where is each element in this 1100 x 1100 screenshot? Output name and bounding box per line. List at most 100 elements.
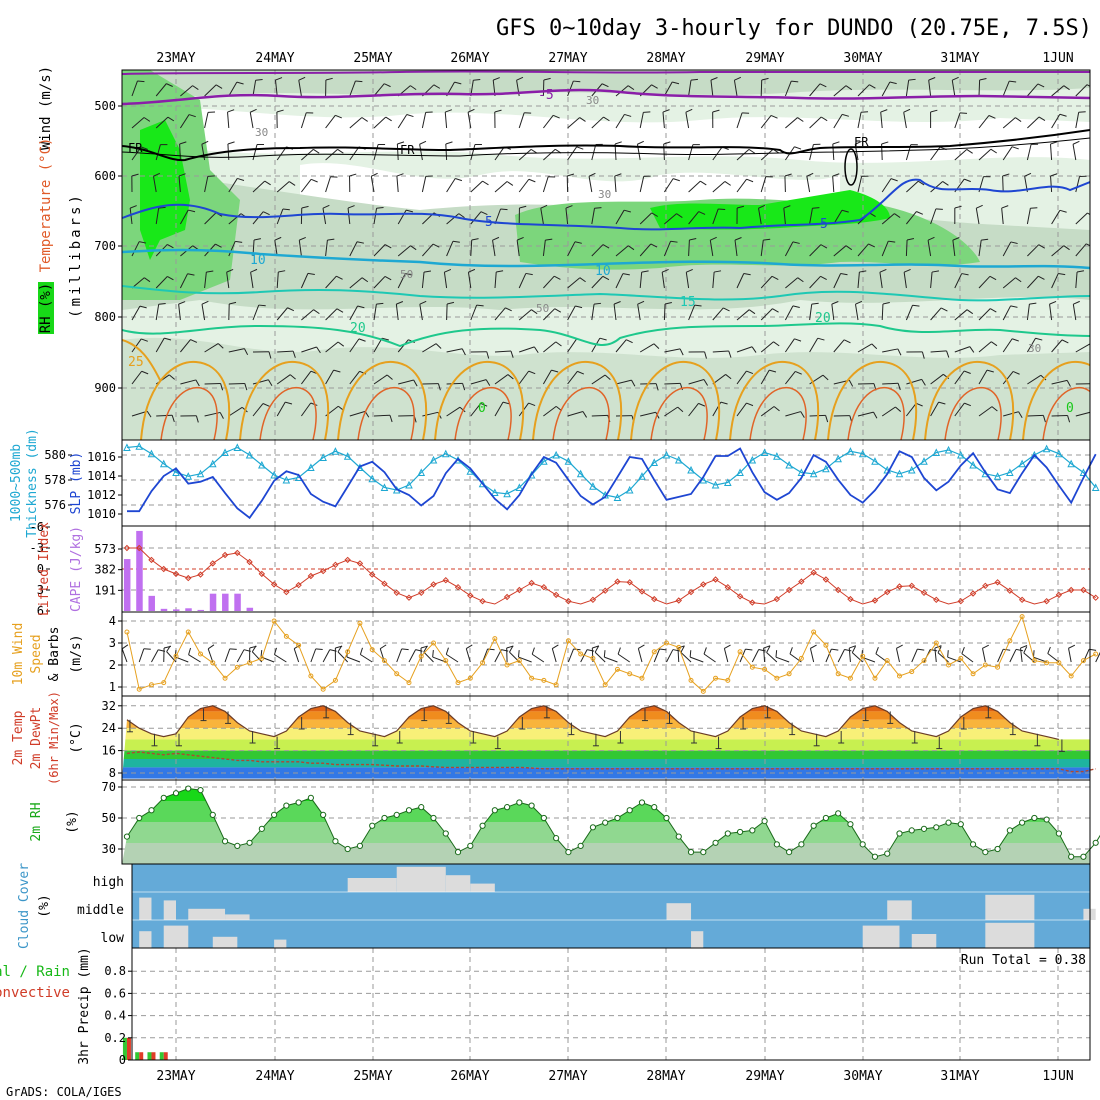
tick-label: 1014 bbox=[87, 469, 116, 483]
upper-wind-barb-flag bbox=[473, 78, 481, 81]
upper-wind-barb-flag bbox=[419, 140, 427, 145]
upper-wind-barb-flag bbox=[991, 406, 998, 412]
upper-wind-barb bbox=[831, 304, 835, 321]
li-marker bbox=[123, 544, 131, 552]
upper-wind-barb-flag bbox=[841, 209, 849, 213]
li-marker bbox=[1055, 591, 1063, 599]
cape-bar bbox=[209, 593, 217, 611]
upper-wind-barb-flag bbox=[1040, 374, 1047, 381]
li-marker bbox=[479, 597, 486, 605]
upper-wind-barb-flag bbox=[935, 208, 943, 210]
upper-wind-barb bbox=[857, 112, 862, 129]
rh2m-marker bbox=[503, 804, 511, 811]
upper-wind-barb bbox=[639, 176, 645, 193]
upper-wind-barb bbox=[567, 241, 576, 257]
upper-wind-barb bbox=[398, 379, 414, 385]
upper-wind-barb-flag bbox=[567, 173, 575, 177]
upper-wind-barb-flag bbox=[582, 411, 588, 418]
surface-wind-barb-flag bbox=[273, 647, 277, 655]
upper-wind-barb-flag bbox=[506, 181, 514, 186]
upper-wind-barb-flag bbox=[171, 415, 175, 423]
upper-wind-barb-flag bbox=[158, 206, 166, 209]
upper-wind-barb bbox=[954, 309, 968, 321]
precip-bars bbox=[122, 1037, 168, 1060]
upper-wind-barb-flag bbox=[577, 370, 585, 375]
rh2m-marker bbox=[957, 821, 964, 828]
precip-convective-bar bbox=[139, 1052, 144, 1060]
upper-wind-barb bbox=[663, 81, 673, 97]
rh2m-marker bbox=[271, 811, 278, 819]
isotherm-25-loop bbox=[827, 360, 918, 440]
rh2m-marker bbox=[896, 830, 903, 837]
tick-label: 700 bbox=[94, 239, 116, 253]
upper-wind-barb bbox=[1002, 277, 1016, 289]
upper-wind-barb-flag bbox=[728, 350, 732, 358]
surface-wind-barb-flag bbox=[917, 648, 925, 651]
upper-wind-barb-flag bbox=[376, 302, 384, 305]
upper-wind-barb bbox=[809, 304, 813, 321]
upper-wind-barb-flag bbox=[1063, 245, 1070, 251]
upper-wind-barb-flag bbox=[579, 277, 586, 283]
rh2m-marker bbox=[945, 819, 952, 826]
li-marker bbox=[589, 596, 597, 604]
upper-wind-barb bbox=[542, 176, 549, 193]
upper-wind-barb-flag bbox=[946, 350, 950, 358]
wind-speed-marker bbox=[602, 682, 608, 688]
thickness-marker bbox=[760, 448, 769, 456]
upper-wind-barb-flag bbox=[1059, 113, 1067, 117]
upper-wind-barb bbox=[760, 275, 773, 289]
upper-wind-barb bbox=[567, 146, 578, 161]
thickness-marker bbox=[159, 459, 168, 468]
surface-wind-barb bbox=[1068, 648, 1072, 663]
surface-wind-barb bbox=[689, 656, 704, 663]
li-marker bbox=[724, 583, 732, 591]
upper-wind-barb bbox=[1002, 146, 1013, 161]
upper-wind-barb-flag bbox=[627, 85, 635, 91]
upper-wind-barb-flag bbox=[921, 351, 925, 359]
ylabel-cloud-unit: (%) bbox=[37, 894, 52, 917]
upper-wind-barb bbox=[349, 146, 360, 161]
wind-speed-marker bbox=[357, 620, 363, 626]
upper-wind-barb bbox=[978, 308, 991, 321]
upper-wind-barb-flag bbox=[307, 272, 315, 275]
li-marker bbox=[136, 544, 143, 552]
rh2m-marker bbox=[1055, 830, 1063, 837]
surface-wind-barb-flag bbox=[594, 645, 599, 653]
run-total: Run Total = 0.38 bbox=[961, 953, 1086, 968]
contour-labels: -5 FR FR FR 5 5 10 10 15 20 20 25 30 30 … bbox=[128, 88, 1074, 416]
tick-label: 30 bbox=[102, 842, 116, 856]
precip-convective-bar bbox=[126, 1037, 131, 1060]
upper-wind-barb bbox=[422, 411, 439, 417]
surface-wind-barb bbox=[591, 647, 594, 663]
tick-label: 576 bbox=[44, 498, 66, 512]
isotherm-30-loop bbox=[259, 386, 317, 440]
dewpoint-line bbox=[126, 751, 1096, 773]
thickness-marker bbox=[343, 452, 352, 460]
upper-wind-barb-flag bbox=[832, 141, 840, 145]
li-marker bbox=[871, 597, 879, 604]
upper-wind-barb bbox=[954, 149, 968, 161]
wind-speed-marker bbox=[529, 675, 535, 681]
surface-wind-barb bbox=[911, 648, 918, 663]
upper-wind-barb-flag bbox=[588, 172, 596, 177]
ylabel-thickness-a: 1000~500mb bbox=[9, 444, 24, 522]
surface-wind-barb-flag bbox=[603, 650, 606, 658]
upper-wind-barb bbox=[591, 374, 606, 385]
upper-wind-barb bbox=[228, 213, 242, 225]
upper-wind-barb bbox=[952, 240, 956, 257]
upper-wind-barb-flag bbox=[1073, 300, 1080, 305]
precip-y-axis: 0.8 0.6 0.4 0.2 0 bbox=[104, 964, 132, 1067]
upper-wind-barb bbox=[470, 304, 478, 321]
upper-wind-barb bbox=[954, 346, 971, 353]
isotherm-30-loop bbox=[160, 386, 218, 440]
upper-wind-barb-flag bbox=[192, 85, 199, 91]
wind-speed-marker bbox=[467, 675, 473, 681]
upper-wind-barb bbox=[760, 176, 767, 193]
upper-wind-barb-flag bbox=[700, 180, 707, 186]
thickness-marker bbox=[368, 474, 377, 483]
upper-wind-barb-flag bbox=[1058, 272, 1066, 276]
surface-wind-barb-flag bbox=[423, 645, 428, 653]
rh2m-marker bbox=[136, 814, 143, 822]
upper-wind-barb-flag bbox=[282, 208, 290, 211]
upper-wind-barb-flag bbox=[1038, 275, 1045, 280]
